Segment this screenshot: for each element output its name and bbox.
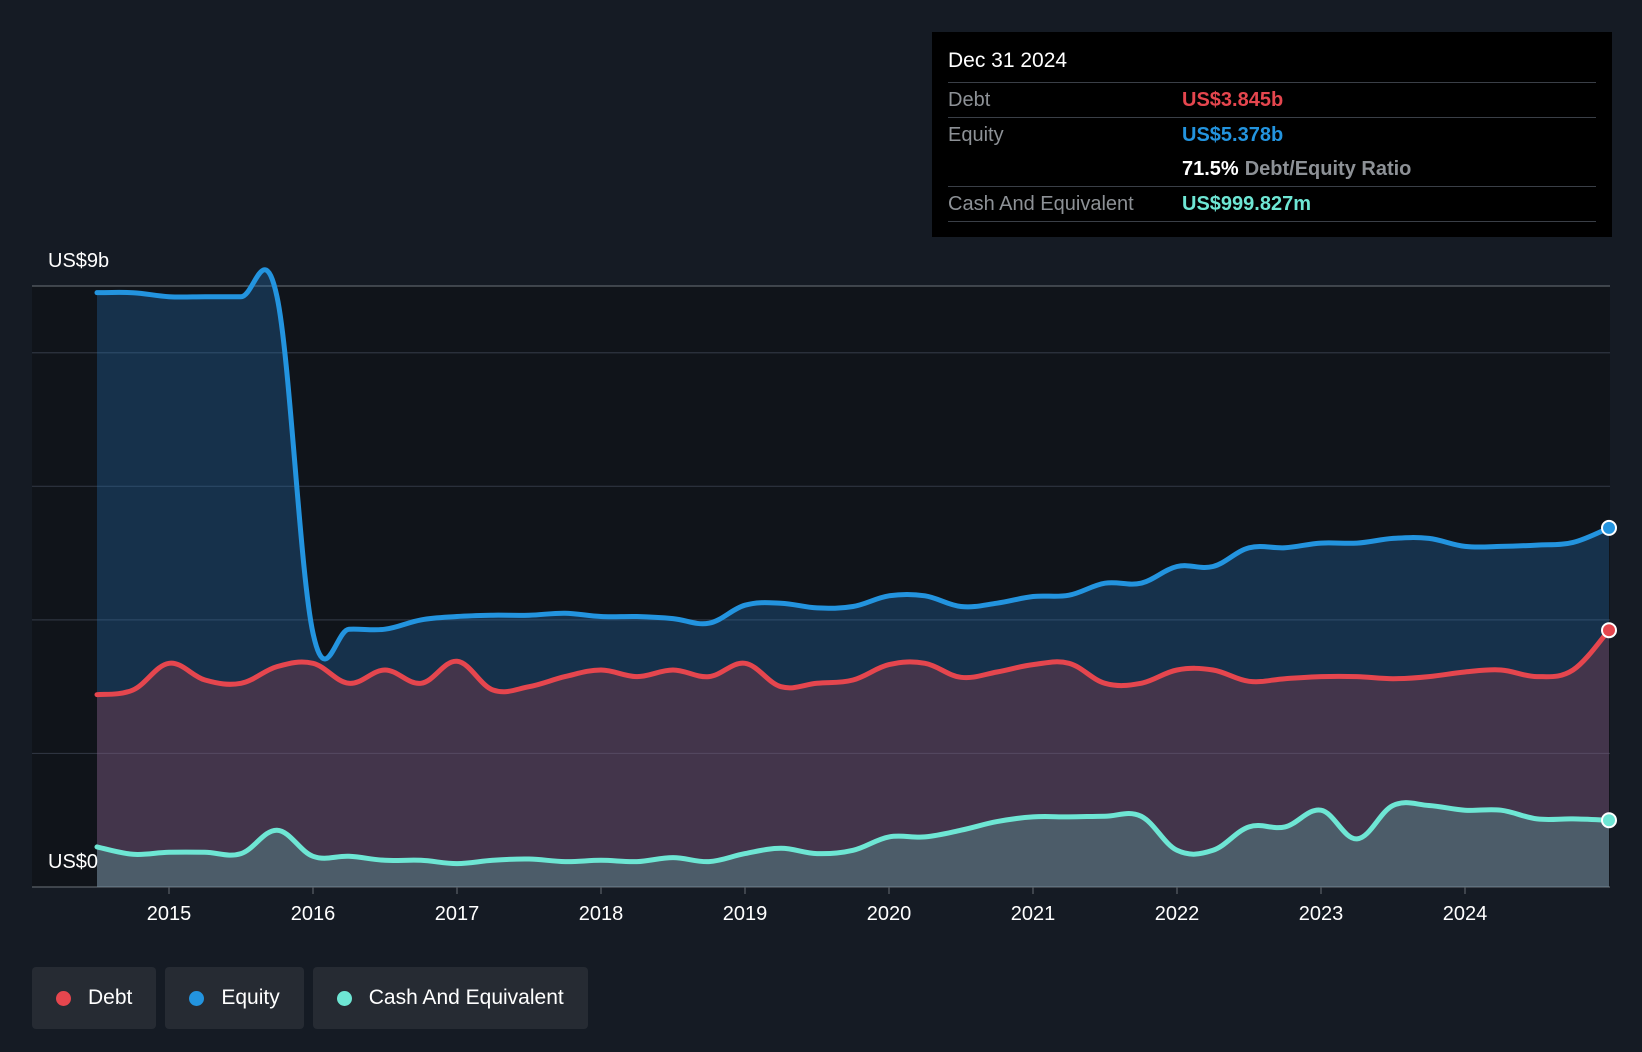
legend-equity-label: Equity [221, 986, 280, 1009]
x-tick-label-2022: 2022 [1155, 903, 1200, 925]
y-axis-bottom-label: US$0 [48, 851, 99, 873]
legend-item-cash[interactable]: Cash And Equivalent [312, 967, 588, 1029]
tooltip-equity-value: US$5.378b [1182, 124, 1284, 146]
tooltip-debt-label: Debt [948, 89, 991, 111]
x-tick-label-2019: 2019 [723, 903, 768, 925]
tooltip-debt-row: Debt US$3.845b [948, 83, 1596, 118]
tooltip-cash-label: Cash And Equivalent [948, 193, 1134, 215]
x-tick-label-2023: 2023 [1299, 903, 1344, 925]
x-tick-label-2015: 2015 [147, 903, 192, 925]
plot-background [32, 286, 1610, 887]
debt-area [97, 630, 1609, 887]
equity-dot-icon [189, 990, 205, 1006]
cash-dot-icon [336, 990, 352, 1006]
chart-legend: Debt Equity Cash And Equivalent [32, 967, 588, 1029]
equity-line [94, 267, 1612, 662]
tooltip-date: Dec 31 2024 [948, 46, 1596, 83]
x-tick-label-2020: 2020 [867, 903, 912, 925]
series-endpoints [1601, 519, 1617, 829]
tooltip-equity-row: Equity US$5.378b [948, 118, 1596, 152]
equity-area [97, 269, 1609, 887]
cash-and-equivalent-line [94, 800, 1612, 867]
x-tick-label-2016: 2016 [291, 903, 336, 925]
tooltip-debt-value: US$3.845b [1182, 89, 1284, 111]
debt-dot-icon [56, 990, 71, 1006]
tooltip-ratio-value: 71.5% [1182, 158, 1239, 180]
tooltip-ratio-row: 71.5% Debt/Equity Ratio [948, 152, 1596, 187]
series-areas [97, 269, 1609, 887]
x-tick-label-2021: 2021 [1011, 903, 1056, 925]
legend-item-equity[interactable]: Equity [165, 967, 304, 1029]
equity-endpoint [1601, 519, 1617, 536]
tooltip-cash-value: US$999.827m [1182, 193, 1311, 215]
cash-and-equivalent-area [97, 802, 1609, 887]
x-tick-label-2018: 2018 [579, 903, 624, 925]
tooltip-equity-label: Equity [948, 124, 1004, 146]
tooltip-cash-row: Cash And Equivalent US$999.827m [948, 187, 1596, 222]
debt-line [94, 627, 1612, 698]
legend-item-debt[interactable]: Debt [32, 967, 157, 1029]
series-lines [94, 267, 1612, 867]
data-tooltip: Dec 31 2024 Debt US$3.845b Equity US$5.3… [932, 32, 1612, 237]
cash-and-equivalent-endpoint [1601, 812, 1617, 829]
y-axis-top-label: US$9b [48, 250, 110, 272]
tooltip-ratio-label: Debt/Equity Ratio [1244, 158, 1412, 180]
debt-endpoint [1601, 622, 1617, 639]
x-tick-label-2017: 2017 [435, 903, 480, 925]
legend-cash-label: Cash And Equivalent [368, 986, 564, 1009]
x-axis-ticks: 2015 2016 2017 2018 2019 2020 2021 2022 2023 2024 [147, 887, 1488, 925]
x-tick-label-2024: 2024 [1443, 903, 1488, 925]
legend-debt-label: Debt [88, 986, 133, 1009]
